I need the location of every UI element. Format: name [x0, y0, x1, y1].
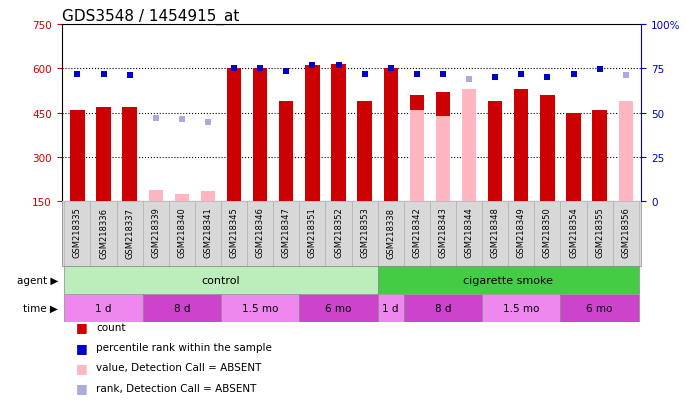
Bar — [143, 202, 169, 266]
Text: ■: ■ — [75, 341, 87, 354]
Text: 1 d: 1 d — [383, 303, 399, 313]
Text: GSM218345: GSM218345 — [230, 207, 239, 258]
Text: 8 d: 8 d — [435, 303, 451, 313]
Text: agent ▶: agent ▶ — [17, 275, 58, 285]
Text: GSM218353: GSM218353 — [360, 207, 369, 258]
Bar — [378, 294, 404, 322]
Text: GSM218341: GSM218341 — [204, 207, 213, 258]
Bar — [357, 102, 372, 202]
Text: control: control — [202, 275, 240, 285]
Text: percentile rank within the sample: percentile rank within the sample — [96, 342, 272, 352]
Bar — [299, 294, 378, 322]
Bar — [122, 107, 137, 202]
Text: GSM218344: GSM218344 — [464, 207, 473, 258]
Bar — [378, 266, 639, 294]
Text: GSM218337: GSM218337 — [125, 207, 134, 258]
Text: GSM218346: GSM218346 — [256, 207, 265, 258]
Text: time ▶: time ▶ — [23, 303, 58, 313]
Text: GSM218356: GSM218356 — [622, 207, 630, 258]
Text: GDS3548 / 1454915_at: GDS3548 / 1454915_at — [62, 9, 239, 25]
Bar — [404, 294, 482, 322]
Bar — [430, 202, 456, 266]
Bar — [560, 202, 587, 266]
Bar — [149, 190, 163, 202]
Text: 1.5 mo: 1.5 mo — [503, 303, 539, 313]
Bar — [482, 202, 508, 266]
Text: 6 mo: 6 mo — [325, 303, 352, 313]
Bar — [488, 102, 502, 202]
Bar — [221, 202, 247, 266]
Bar — [613, 202, 639, 266]
Text: GSM218350: GSM218350 — [543, 207, 552, 258]
Bar — [64, 202, 91, 266]
Bar — [253, 69, 268, 202]
Text: ■: ■ — [75, 361, 87, 374]
Text: cigarette smoke: cigarette smoke — [463, 275, 553, 285]
Text: 8 d: 8 d — [174, 303, 190, 313]
Bar — [410, 110, 424, 202]
Bar — [201, 192, 215, 202]
Bar — [560, 294, 639, 322]
Text: GSM218335: GSM218335 — [73, 207, 82, 258]
Bar — [247, 202, 273, 266]
Bar — [325, 202, 351, 266]
Text: GSM218354: GSM218354 — [569, 207, 578, 258]
Bar — [587, 202, 613, 266]
Bar — [436, 93, 450, 202]
Bar — [143, 294, 221, 322]
Text: GSM218336: GSM218336 — [99, 207, 108, 258]
Text: 1.5 mo: 1.5 mo — [242, 303, 279, 313]
Bar — [383, 69, 398, 202]
Bar — [514, 90, 528, 202]
Text: ■: ■ — [75, 320, 87, 334]
Text: GSM218349: GSM218349 — [517, 207, 525, 258]
Text: GSM218339: GSM218339 — [151, 207, 161, 258]
Bar — [534, 202, 560, 266]
Bar — [64, 266, 378, 294]
Bar — [221, 294, 299, 322]
Bar — [70, 110, 84, 202]
Bar — [175, 195, 189, 202]
Bar — [227, 69, 241, 202]
Text: GSM218348: GSM218348 — [490, 207, 499, 258]
Bar — [351, 202, 378, 266]
Text: GSM218340: GSM218340 — [178, 207, 187, 258]
Bar — [117, 202, 143, 266]
Text: GSM218355: GSM218355 — [595, 207, 604, 258]
Text: GSM218347: GSM218347 — [282, 207, 291, 258]
Bar — [482, 294, 560, 322]
Bar — [567, 114, 581, 202]
Bar — [305, 66, 320, 202]
Text: GSM218342: GSM218342 — [412, 207, 421, 258]
Bar — [273, 202, 299, 266]
Bar — [195, 202, 221, 266]
Bar — [541, 96, 554, 202]
Bar — [410, 96, 424, 202]
Text: GSM218343: GSM218343 — [438, 207, 447, 258]
Bar — [462, 90, 476, 202]
Text: count: count — [96, 322, 126, 332]
Text: ■: ■ — [75, 381, 87, 394]
Bar — [436, 116, 450, 202]
Bar — [378, 202, 404, 266]
Bar — [456, 202, 482, 266]
Bar — [404, 202, 430, 266]
Bar — [593, 110, 607, 202]
Bar — [91, 202, 117, 266]
Bar — [169, 202, 195, 266]
Text: 1 d: 1 d — [95, 303, 112, 313]
Bar — [299, 202, 325, 266]
Bar — [96, 107, 110, 202]
Text: value, Detection Call = ABSENT: value, Detection Call = ABSENT — [96, 363, 261, 373]
Text: GSM218351: GSM218351 — [308, 207, 317, 258]
Text: rank, Detection Call = ABSENT: rank, Detection Call = ABSENT — [96, 383, 257, 393]
Bar — [619, 102, 633, 202]
Bar — [331, 65, 346, 202]
Text: 6 mo: 6 mo — [587, 303, 613, 313]
Bar — [508, 202, 534, 266]
Bar — [64, 294, 143, 322]
Bar — [279, 102, 294, 202]
Text: GSM218352: GSM218352 — [334, 207, 343, 258]
Text: GSM218338: GSM218338 — [386, 207, 395, 258]
